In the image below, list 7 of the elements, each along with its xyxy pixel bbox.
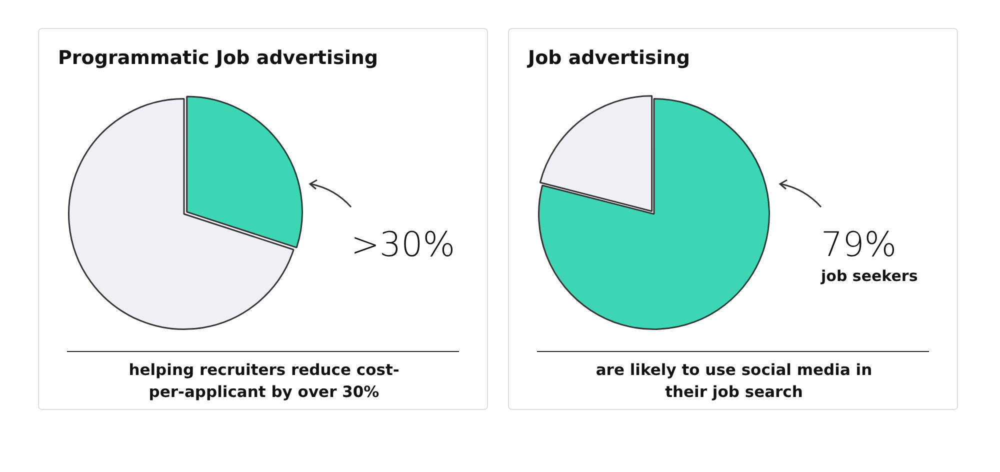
chart-title: Programmatic Job advertising (58, 47, 378, 69)
text: are likely to use social media in their job search (594, 360, 874, 403)
text: 79% (821, 225, 897, 265)
text: job seekers (821, 267, 918, 285)
text: >30% (351, 225, 456, 265)
text: helping recruiters reduce cost-per-applicant by over 30% (128, 360, 400, 403)
chart-title: Job advertising (528, 47, 690, 69)
